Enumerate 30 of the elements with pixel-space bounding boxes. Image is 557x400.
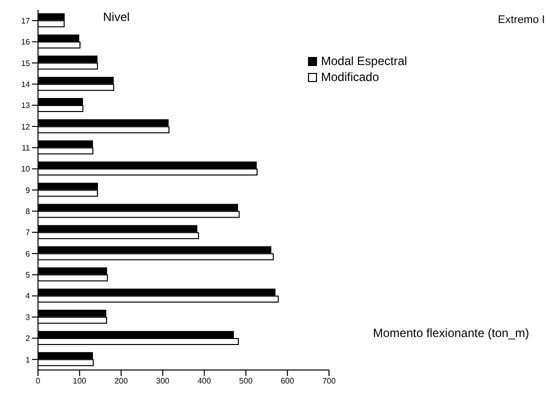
x-tick-label: 500	[239, 376, 254, 386]
x-tick-label: 200	[114, 376, 128, 386]
y-tick-label: 5	[26, 270, 31, 280]
y-tick-label: 9	[26, 186, 31, 195]
legend-label: Modificado	[321, 69, 380, 85]
x-tick-label: 300	[156, 376, 170, 386]
y-tick-label: 16	[21, 38, 31, 47]
legend-label: Modal Espectral	[321, 53, 408, 69]
x-tick-label: 700	[322, 376, 336, 386]
y-tick-label: 11	[22, 143, 31, 152]
x-tick-label: 100	[72, 376, 87, 386]
y-tick-label: 7	[26, 228, 31, 238]
x-tick-label: 400	[198, 376, 212, 386]
y-tick-label: 8	[26, 207, 31, 216]
x-tick-label: 600	[280, 376, 295, 386]
y-tick-label: 10	[21, 164, 31, 174]
y-tick-label: 1	[26, 355, 31, 364]
y-tick-label: 13	[21, 101, 31, 110]
y-tick-label: 17	[21, 16, 31, 26]
x-axis-title: Momento flexionante (ton_m)	[373, 326, 530, 340]
y-tick-label: 12	[21, 122, 31, 132]
y-tick-label: 14	[21, 80, 31, 89]
text: Extremo I	[498, 14, 545, 26]
y-tick-label: 4	[26, 292, 31, 301]
y-tick-label: 6	[26, 249, 31, 258]
y-tick-label: 3	[26, 312, 31, 322]
x-tick-label: 0	[36, 376, 41, 386]
y-tick-label: 2	[26, 334, 31, 344]
y-tick-label: 15	[21, 58, 31, 68]
y-axis-title: Nivel	[103, 10, 130, 24]
